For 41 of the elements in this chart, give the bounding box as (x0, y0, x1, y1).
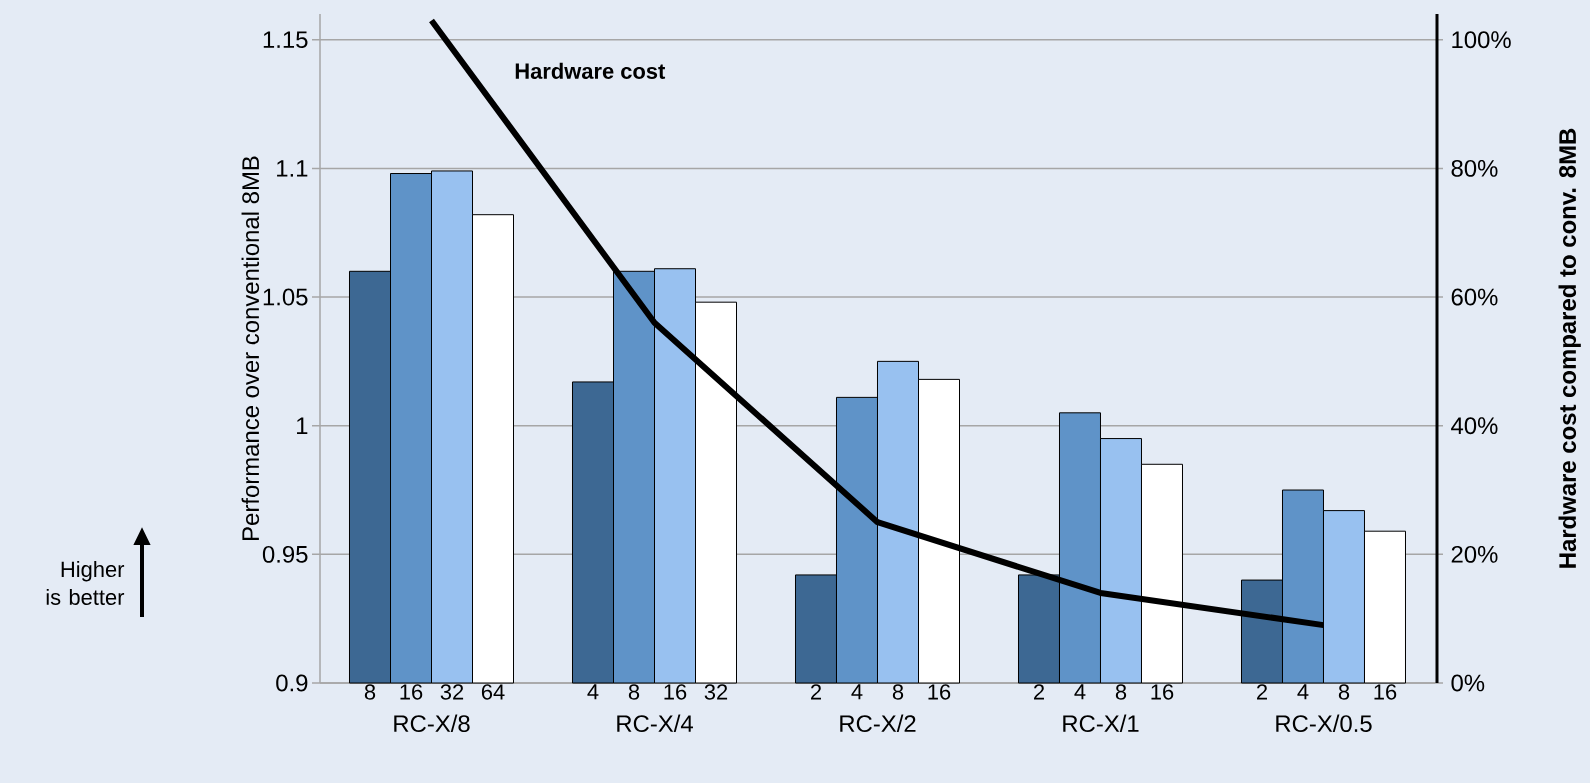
series-label: Hardware cost (515, 62, 666, 79)
text: 8 (1338, 684, 1350, 700)
x-tick-label: RC-X/0.5 (1276, 714, 1372, 733)
text: 16 (1151, 684, 1174, 700)
text: 16 (928, 684, 951, 700)
y2-tick-label: 20% (1451, 545, 1498, 563)
y-tick-label: 1.1 (277, 160, 308, 177)
text: 4 (1297, 684, 1309, 700)
text: 8 (892, 684, 904, 700)
y2-axis-title: Hardware cost compared to conv. 8MB (1558, 128, 1581, 568)
text: 8 (1115, 684, 1127, 700)
text: 4 (851, 684, 863, 700)
text: 32 (704, 684, 728, 700)
y-tick-label: 1.15 (263, 31, 308, 49)
y-axis-title: Performance over conventional 8MB (241, 156, 260, 540)
text: Higher is better (46, 560, 125, 605)
text: 4 (587, 684, 599, 700)
text: 16 (664, 684, 687, 700)
x-tick-label: RC-X/8 (394, 714, 470, 733)
text: 16 (400, 684, 423, 700)
y-tick-label: 1 (297, 417, 308, 434)
y2-tick-label: 100% (1452, 31, 1511, 49)
text: 64 (481, 684, 505, 700)
text: 2 (1257, 684, 1267, 700)
x-tick-label: RC-X/2 (840, 714, 916, 733)
y2-tick-label: 0% (1451, 674, 1485, 692)
text: 8 (364, 684, 376, 700)
y2-tick-label: 60% (1451, 288, 1498, 306)
text: 16 (1374, 684, 1397, 700)
y2-tick-label: 80% (1451, 159, 1498, 177)
text: 8 (628, 684, 640, 700)
y-tick-label: 1.05 (263, 288, 308, 306)
x-tick-label: RC-X/1 (1063, 714, 1139, 733)
y-tick-label: 0.95 (262, 545, 308, 563)
text: 32 (440, 684, 464, 700)
text: 2 (1034, 684, 1044, 700)
y2-tick-label: 40% (1451, 417, 1498, 435)
text: 2 (811, 684, 821, 700)
y-tick-label: 0.9 (276, 674, 308, 692)
text: 4 (1074, 684, 1086, 700)
x-tick-label: RC-X/4 (617, 714, 693, 733)
